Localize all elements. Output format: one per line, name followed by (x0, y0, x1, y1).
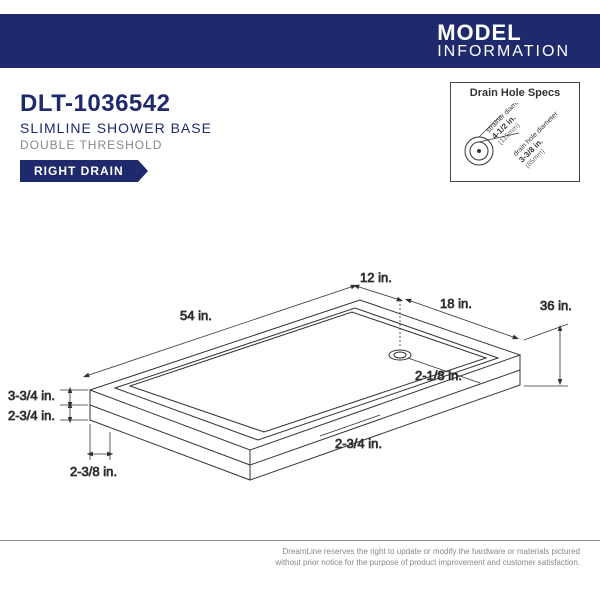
shower-base-diagram: 54 in. 12 in. 18 in. 36 in. 2-1/8 in. 2-… (0, 200, 600, 520)
drain-badge: RIGHT DRAIN (20, 160, 138, 182)
disclaimer-line2: without prior notice for the purpose of … (0, 558, 580, 568)
header-bar: MODEL INFORMATION (0, 14, 600, 68)
dim-18: 18 in. (440, 296, 472, 311)
dim-inner-right: 2-1/8 in. (415, 368, 462, 383)
header-title-line2: INFORMATION (437, 44, 570, 61)
dim-12: 12 in. (360, 270, 392, 285)
dim-step-height: 3-3/4 in. (8, 388, 55, 403)
model-info: DLT-1036542 SLIMLINE SHOWER BASE DOUBLE … (20, 90, 212, 182)
drain-spec-box: Drain Hole Specs strainer diameter 4-1/2… (450, 82, 580, 182)
dim-front-lip: 2-3/8 in. (70, 464, 117, 479)
model-name: SLIMLINE SHOWER BASE (20, 120, 212, 136)
header-title-line1: MODEL (437, 21, 570, 44)
dim-length: 54 in. (180, 308, 212, 323)
disclaimer-line1: DreamLine reserves the right to update o… (0, 547, 580, 557)
dim-inner-front: 2-3/4 in. (335, 436, 382, 451)
disclaimer: DreamLine reserves the right to update o… (0, 540, 600, 568)
drain-spec-title: Drain Hole Specs (457, 87, 573, 99)
dim-width: 36 in. (540, 298, 572, 313)
drain-spec-diagram: strainer diameter 4-1/2 in. (115mm) drai… (457, 103, 573, 175)
header-text: MODEL INFORMATION (437, 21, 570, 61)
dim-base-height: 2-3/4 in. (8, 408, 55, 423)
model-number: DLT-1036542 (20, 90, 212, 118)
model-threshold: DOUBLE THRESHOLD (20, 138, 212, 152)
